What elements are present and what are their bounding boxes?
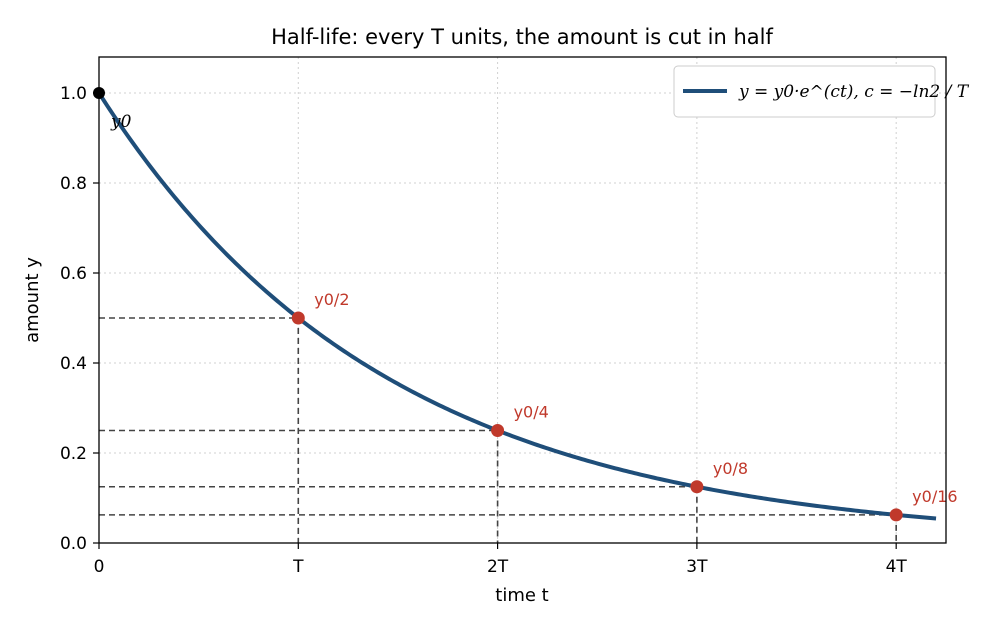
- axes: 0 T 2T 3T 4T 0.0 0.2 0.4 0.6 0.8 1.0: [60, 56, 947, 577]
- y-tick-label-0: 0.0: [60, 534, 87, 554]
- y-tick-label-1: 0.2: [60, 444, 87, 464]
- x-tick-label-0: 0: [94, 557, 105, 577]
- plot-frame: [98, 56, 947, 544]
- half-point-label-3: y0/8: [713, 459, 748, 478]
- y-tick-label-2: 0.4: [60, 354, 87, 374]
- points-layer: y0 y0/2 y0/4 y0/8 y0/16: [93, 87, 958, 522]
- half-point-1: [291, 311, 305, 325]
- legend-label: y = y0·e^(ct), c = −ln2 / T: [738, 82, 970, 102]
- x-tick-label-3: 3T: [686, 557, 708, 577]
- half-point-2: [491, 424, 505, 437]
- legend: y = y0·e^(ct), c = −ln2 / T: [673, 65, 970, 118]
- x-tick-label-2: 2T: [487, 557, 509, 577]
- start-point-label: y0: [110, 112, 132, 132]
- chart-title: Half-life: every T units, the amount is …: [271, 25, 773, 49]
- decay-curve: [97, 91, 937, 521]
- y-tick-label-5: 1.0: [60, 84, 87, 104]
- curve-layer: [97, 91, 937, 521]
- y-axis-title: amount y: [22, 257, 43, 343]
- y-tick-label-4: 0.8: [60, 174, 87, 194]
- half-point-label-1: y0/2: [314, 290, 349, 309]
- half-point-label-2: y0/4: [514, 403, 549, 422]
- grid: [98, 57, 946, 544]
- y-tick-label-3: 0.6: [60, 264, 87, 284]
- half-point-4: [889, 508, 903, 522]
- half-point-3: [690, 480, 704, 494]
- x-tick-label-4: 4T: [886, 557, 908, 577]
- x-tick-label-1: T: [292, 557, 304, 577]
- x-axis-title: time t: [495, 585, 548, 606]
- legend-box: [673, 65, 936, 118]
- half-point-label-4: y0/16: [912, 487, 957, 506]
